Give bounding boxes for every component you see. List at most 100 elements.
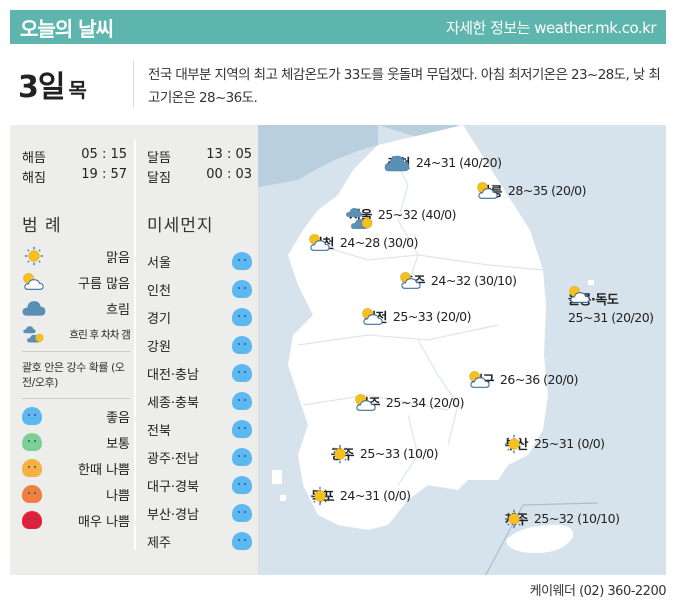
dust-level-normal: 보통: [22, 429, 130, 455]
sunset-label: 해짐: [22, 171, 46, 186]
face-good-icon: [232, 476, 252, 494]
sun-icon: [22, 246, 46, 266]
city-temp: 25~32 (40/0): [377, 207, 457, 222]
city-temp: 28~35 (20/0): [507, 183, 587, 198]
dust-level-label: 나쁨: [106, 488, 130, 504]
dust-level-bad: 나쁨: [22, 481, 130, 507]
sunrise-time: 05 : 15: [81, 147, 127, 162]
face-sometimes-bad-icon: [22, 459, 42, 477]
column-divider: [134, 140, 136, 550]
region-name: 제주: [147, 535, 171, 551]
sun-times: 해뜸 05 : 15 해짐 19 : 57: [22, 147, 127, 187]
moon-times: 달뜸 13 : 05 달짐 00 : 03: [147, 147, 252, 187]
dust-level-label: 한때 나쁨: [78, 462, 130, 478]
moonset-time: 00 : 03: [206, 167, 252, 182]
dust-level-very-bad: 매우 나쁨: [22, 507, 130, 533]
region-name: 광주·전남: [147, 451, 199, 467]
legend-item-sunny: 맑음: [22, 243, 130, 269]
partly-cloudy-icon: [468, 370, 492, 390]
legend-item-clearing: 흐린 후 차차 갬: [22, 321, 131, 347]
credit-footer: 케이웨더 (02) 360-2200: [529, 584, 667, 599]
sun-icon: [502, 434, 526, 454]
moonrise-time: 13 : 05: [206, 147, 252, 162]
face-good-icon: [232, 532, 252, 550]
face-good-icon: [232, 420, 252, 438]
dust-row: 대전·충남: [147, 359, 252, 387]
cloud-icon: [22, 298, 46, 318]
legend: 맑음 구름 많음 흐림 흐린 후 차차 갬 괄호 안은 강수 확률 (오전/오후…: [22, 243, 131, 533]
face-good-icon: [232, 364, 252, 382]
weather-summary: 전국 대부분 지역의 최고 체감온도가 33도를 웃돌며 무덥겠다. 아침 최저…: [148, 67, 661, 106]
dust-level-label: 매우 나쁨: [78, 514, 130, 530]
city-temp: 25~33 (20/0): [392, 309, 472, 324]
partly-cloudy-icon: [22, 272, 46, 292]
sun-icon: [502, 509, 526, 529]
legend-title: 범 례: [22, 216, 62, 236]
city-busan: 부산 25~31 (0/0): [502, 434, 605, 453]
dust-title: 미세먼지: [147, 216, 214, 236]
divider: [22, 398, 130, 399]
region-name: 전북: [147, 423, 171, 439]
partly-cloudy-icon: [354, 393, 378, 413]
legend-item-partly-cloudy: 구름 많음: [22, 269, 130, 295]
region-name: 서울: [147, 255, 171, 271]
info-column: 해뜸 05 : 15 해짐 19 : 57 달뜸 13 : 05 달짐 00 : 03 …: [10, 125, 258, 575]
legend-label: 흐림: [106, 302, 130, 318]
face-bad-icon: [22, 485, 42, 503]
city-mokpo: 목포 24~31 (0/0): [308, 486, 411, 505]
city-ulleung-dokdo: 울릉·독도 25~31 (20/20): [568, 285, 654, 325]
city-temp: 25~31 (20/20): [568, 310, 654, 325]
face-good-icon: [232, 280, 252, 298]
city-incheon: 인천 24~28 (30/0): [308, 233, 419, 252]
dust-row: 전북: [147, 415, 252, 443]
legend-label: 맑음: [106, 250, 130, 266]
korea-map: 춘천 24~31 (40/20) 강릉 28~35 (20/0) 서울 25~3…: [258, 125, 666, 575]
page-title: 오늘의 날씨: [20, 16, 114, 41]
city-chungju: 충주 24~32 (30/10): [399, 271, 517, 291]
divider: [22, 351, 130, 352]
city-temp: 24~31 (40/20): [415, 155, 502, 170]
region-name: 대구·경북: [147, 479, 199, 495]
region-name: 대전·충남: [147, 367, 199, 383]
header-bar: 오늘의 날씨 자세한 정보는 weather.mk.co.kr: [10, 10, 666, 44]
site-link[interactable]: 자세한 정보는 weather.mk.co.kr: [445, 18, 657, 37]
cloudy-then-clear-icon: [346, 205, 374, 231]
legend-label: 흐린 후 차차 갬: [69, 328, 131, 341]
city-seoul: 서울 25~32 (40/0): [346, 205, 457, 224]
dust-level-label: 보통: [106, 436, 130, 452]
partly-cloudy-icon: [568, 285, 592, 305]
face-good-icon: [232, 448, 252, 466]
partly-cloudy-icon: [476, 181, 500, 201]
face-good-icon: [232, 504, 252, 522]
region-name: 부산·경남: [147, 507, 199, 523]
partly-cloudy-icon: [399, 271, 423, 291]
dust-row: 강원: [147, 331, 252, 359]
partly-cloudy-icon: [361, 307, 385, 327]
city-temp: 24~32 (30/10): [430, 273, 517, 288]
sunrise-label: 해뜸: [22, 151, 46, 166]
dust-row: 서울: [147, 247, 252, 275]
dust-level-sometimes-bad: 한때 나쁨: [22, 455, 130, 481]
sunrise-row: 해뜸 05 : 15: [22, 147, 127, 167]
face-good-icon: [22, 407, 42, 425]
region-name: 경기: [147, 311, 171, 327]
legend-item-cloudy: 흐림: [22, 295, 130, 321]
dust-row: 대구·경북: [147, 471, 252, 499]
sunset-time: 19 : 57: [81, 167, 127, 182]
city-temp: 25~34 (20/0): [385, 395, 465, 410]
face-good-icon: [232, 336, 252, 354]
city-daegu: 대구 26~36 (20/0): [468, 370, 579, 390]
map-shape: [258, 125, 599, 575]
city-gangneung: 강릉 28~35 (20/0): [476, 181, 587, 201]
dust-level-label: 좋음: [106, 410, 130, 426]
sun-icon: [308, 486, 332, 506]
city-chuncheon: 춘천 24~31 (40/20): [384, 153, 502, 172]
sunset-row: 해짐 19 : 57: [22, 167, 127, 187]
city-daejeon: 대전 25~33 (20/0): [361, 307, 472, 327]
precip-note: 괄호 안은 강수 확률 (오전/오후): [22, 361, 125, 389]
city-jeonju: 전주 25~34 (20/0): [354, 393, 465, 413]
region-name: 인천: [147, 283, 171, 299]
dust-level-good: 좋음: [22, 403, 130, 429]
moonset-row: 달짐 00 : 03: [147, 167, 252, 187]
region-name: 세종·충북: [147, 395, 199, 411]
